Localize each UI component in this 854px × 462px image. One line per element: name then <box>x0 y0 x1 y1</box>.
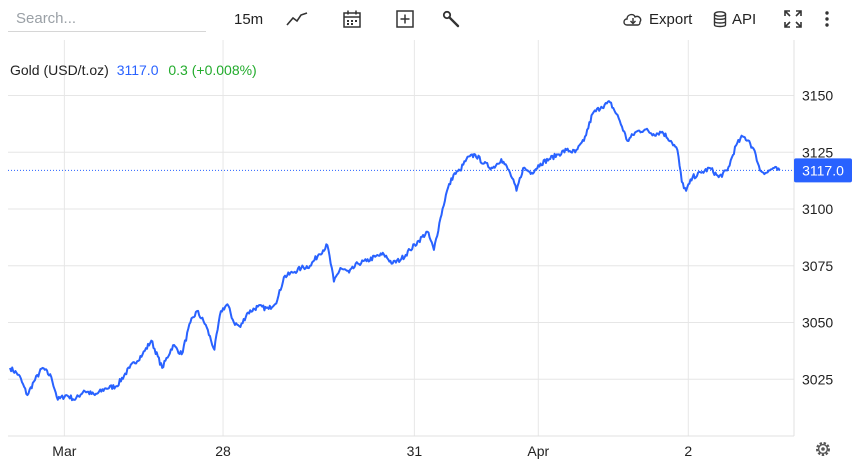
cloud-download-icon <box>622 11 644 27</box>
export-label: Export <box>649 10 693 28</box>
date-range-button[interactable] <box>342 6 362 32</box>
toolbar: 15m Export API <box>0 0 854 38</box>
fullscreen-icon <box>784 10 802 28</box>
x-tick-label: Apr <box>527 443 549 459</box>
last-price-label: 3117.0 <box>802 162 844 178</box>
y-tick-label: 3150 <box>802 88 833 104</box>
more-menu-button[interactable] <box>824 6 830 32</box>
y-tick-label: 3025 <box>802 371 833 387</box>
x-tick-label: 2 <box>684 443 692 459</box>
y-tick-label: 3075 <box>802 258 833 274</box>
chart-settings-button[interactable] <box>816 442 830 456</box>
more-vertical-icon <box>824 10 830 28</box>
chart-legend: Gold (USD/t.oz) 3117.0 0.3 (+0.008%) <box>10 62 257 78</box>
search-input[interactable] <box>8 6 206 32</box>
y-tick-label: 3100 <box>802 201 833 217</box>
plus-square-icon <box>396 10 414 28</box>
interval-label: 15m <box>234 10 264 28</box>
last-price-badge: 3117.0 <box>794 158 852 183</box>
symbol-name: Gold (USD/t.oz) <box>10 62 109 78</box>
fullscreen-button[interactable] <box>784 6 802 32</box>
y-axis: 3025 3050 3075 3100 3125 3150 <box>802 88 833 388</box>
chart-grid <box>8 40 795 437</box>
y-tick-label: 3050 <box>802 315 833 331</box>
add-indicator-button[interactable] <box>396 6 414 32</box>
export-button[interactable]: Export <box>622 6 692 32</box>
calendar-icon <box>342 9 362 29</box>
x-tick-label: Mar <box>52 443 76 459</box>
y-tick-label: 3125 <box>802 144 833 160</box>
legend-price: 3117.0 <box>116 62 159 78</box>
interval-button[interactable]: 15m <box>234 6 263 32</box>
legend-change: 0.3 (+0.008%) <box>168 62 257 78</box>
settings-tools-button[interactable] <box>442 6 460 32</box>
database-icon <box>713 10 727 28</box>
x-tick-label: 28 <box>215 443 231 459</box>
line-chart-icon <box>286 11 308 27</box>
chart-type-button[interactable] <box>286 6 308 32</box>
gear-icon <box>816 442 830 456</box>
x-tick-label: 31 <box>407 443 423 459</box>
x-axis: Mar 28 31 Apr 2 <box>52 443 692 459</box>
api-label: API <box>732 10 757 28</box>
price-series-line <box>9 100 781 402</box>
wrench-icon <box>442 10 460 28</box>
api-button[interactable]: API <box>713 6 756 32</box>
